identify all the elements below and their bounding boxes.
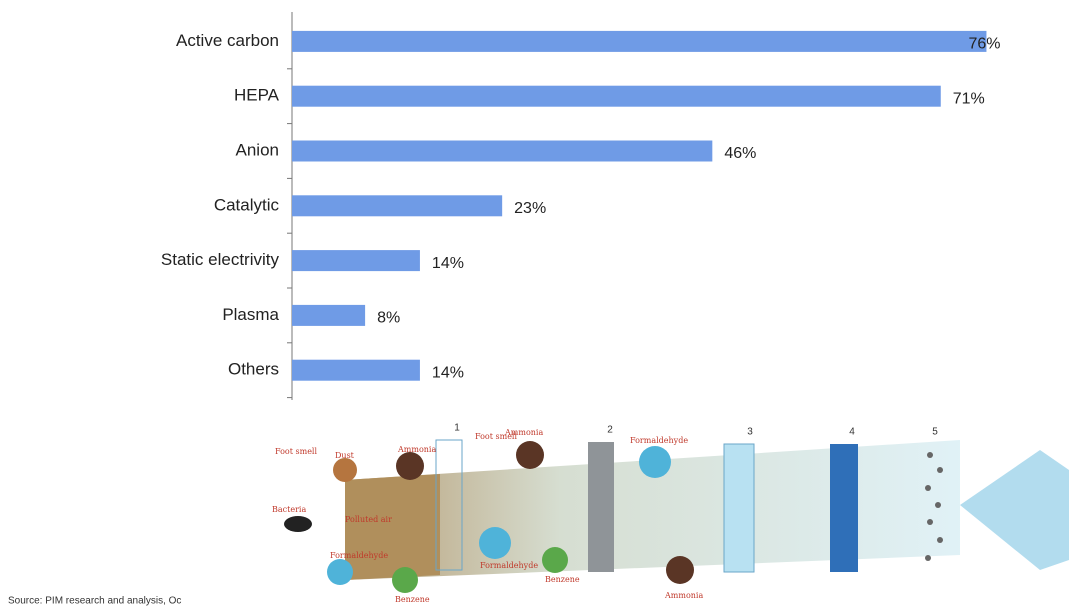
value-label: 14% [432, 255, 464, 272]
bar [292, 140, 713, 162]
source: Source: PIM research and analysis, Oc [8, 596, 181, 607]
filter-1 [435, 439, 463, 571]
icon [639, 446, 671, 478]
icon [284, 516, 312, 532]
stage-number: 2 [607, 425, 613, 436]
icon [333, 458, 357, 482]
diagram-label: Bacteria [272, 505, 306, 514]
clean-air [960, 450, 1069, 570]
value-label: 71% [953, 90, 985, 107]
bar [292, 85, 941, 107]
polluted-air [345, 474, 440, 580]
icon [542, 547, 568, 573]
category-label: Plasma [222, 305, 279, 324]
bar [292, 195, 503, 217]
diagram-label: Formaldehyde [330, 551, 388, 560]
stage-number: 3 [747, 427, 753, 438]
diagram-label: Ammonia [397, 445, 436, 454]
diagram-label: Dust [335, 451, 355, 460]
bar [292, 30, 987, 52]
category-label: Static electrivity [161, 250, 280, 269]
filter-3 [723, 443, 755, 573]
diagram-label: Polluted air [345, 515, 392, 524]
stage-number: 5 [932, 427, 938, 438]
category-label: Active carbon [176, 31, 279, 50]
value-label: 14% [432, 364, 464, 381]
diagram-label: Formaldehyde [630, 436, 688, 445]
category-label: HEPA [234, 86, 280, 105]
diagram-label: Ammonia [504, 428, 543, 437]
icon [479, 527, 511, 559]
bar [292, 250, 420, 272]
icon [396, 452, 424, 480]
bar [292, 304, 366, 326]
diagram-label: Foot smell [475, 432, 517, 441]
stage-number: 4 [849, 427, 855, 438]
value-label: 8% [377, 310, 400, 327]
category-label: Anion [236, 140, 279, 159]
stage-number: 1 [454, 423, 460, 434]
icon [666, 556, 694, 584]
filter-5 [925, 452, 943, 561]
bar [292, 359, 420, 381]
diagram-label: Benzene [395, 595, 430, 604]
diagram-label: Benzene [545, 575, 580, 584]
icon [516, 441, 544, 469]
filter-4 [830, 444, 858, 572]
category-label: Catalytic [214, 195, 280, 214]
value-label: 46% [724, 145, 756, 162]
illustration [284, 439, 1069, 593]
diagram-label: Ammonia [664, 591, 703, 600]
diagram-label: Formaldehyde [480, 561, 538, 570]
icon [392, 567, 418, 593]
value-label: 23% [514, 200, 546, 217]
value-label: 76% [968, 36, 1000, 53]
filter-2 [588, 442, 614, 572]
category-label: Others [228, 360, 279, 379]
icon [327, 559, 353, 585]
diagram-label: Foot smell [275, 447, 317, 456]
